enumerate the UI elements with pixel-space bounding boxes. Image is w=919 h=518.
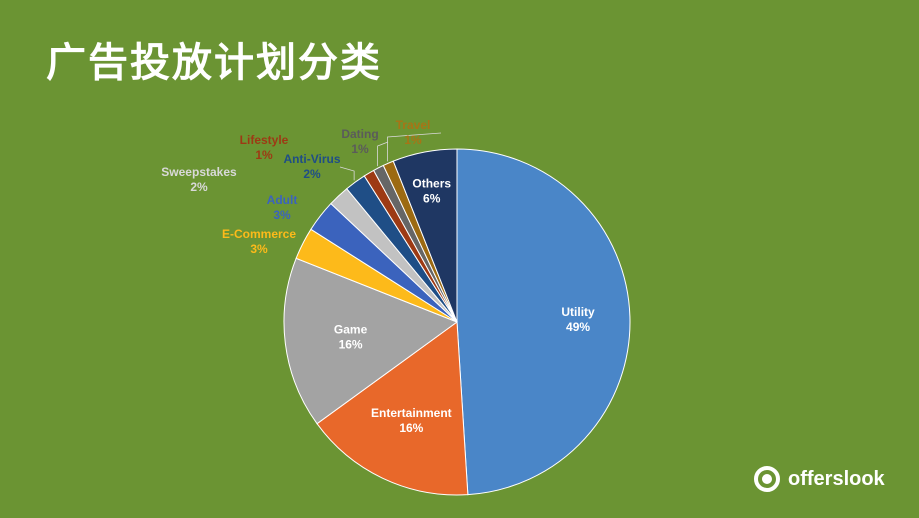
slice-category-label-travel: Travel xyxy=(396,118,431,132)
brand-logo: offerslook xyxy=(754,466,885,492)
slice-value-label-others: 6% xyxy=(423,191,441,205)
slide-title: 广告投放计划分类 xyxy=(46,40,382,86)
slice-value-label-e-commerce: 3% xyxy=(250,242,268,256)
slice-category-label-game: Game xyxy=(334,322,368,336)
brand-name: offerslook xyxy=(788,467,885,490)
pie-slice-others xyxy=(392,148,458,323)
offerslook-logo-icon xyxy=(754,466,780,492)
leader-line-travel xyxy=(387,132,442,162)
slice-category-label-others: Others xyxy=(412,176,451,190)
slice-value-label-entertainment: 16% xyxy=(399,421,423,435)
slice-value-label-dating: 1% xyxy=(351,142,369,156)
slice-category-label-lifestyle: Lifestyle xyxy=(240,133,289,147)
slice-category-label-entertainment: Entertainment xyxy=(371,406,452,420)
slice-value-label-game: 16% xyxy=(339,337,363,351)
pie-slice-entertainment xyxy=(316,321,469,496)
slice-category-label-dating: Dating xyxy=(341,127,378,141)
slice-category-label-e-commerce: E-Commerce xyxy=(222,227,296,241)
slice-value-label-anti-virus: 2% xyxy=(303,167,321,181)
slice-category-label-utility: Utility xyxy=(561,305,595,319)
pie-slice-game xyxy=(283,257,459,425)
slice-category-label-anti-virus: Anti-Virus xyxy=(283,152,340,166)
slice-value-label-travel: 1% xyxy=(404,133,422,147)
pie-slice-utility xyxy=(456,148,631,496)
leader-line-anti-virus xyxy=(339,166,355,181)
slice-category-label-sweepstakes: Sweepstakes xyxy=(161,165,237,179)
slice-value-label-lifestyle: 1% xyxy=(255,148,273,162)
slice-value-label-sweepstakes: 2% xyxy=(190,180,208,194)
slice-category-label-adult: Adult xyxy=(267,193,298,207)
slice-value-label-adult: 3% xyxy=(273,208,291,222)
slice-value-label-utility: 49% xyxy=(566,320,590,334)
leader-line-dating xyxy=(377,141,389,167)
